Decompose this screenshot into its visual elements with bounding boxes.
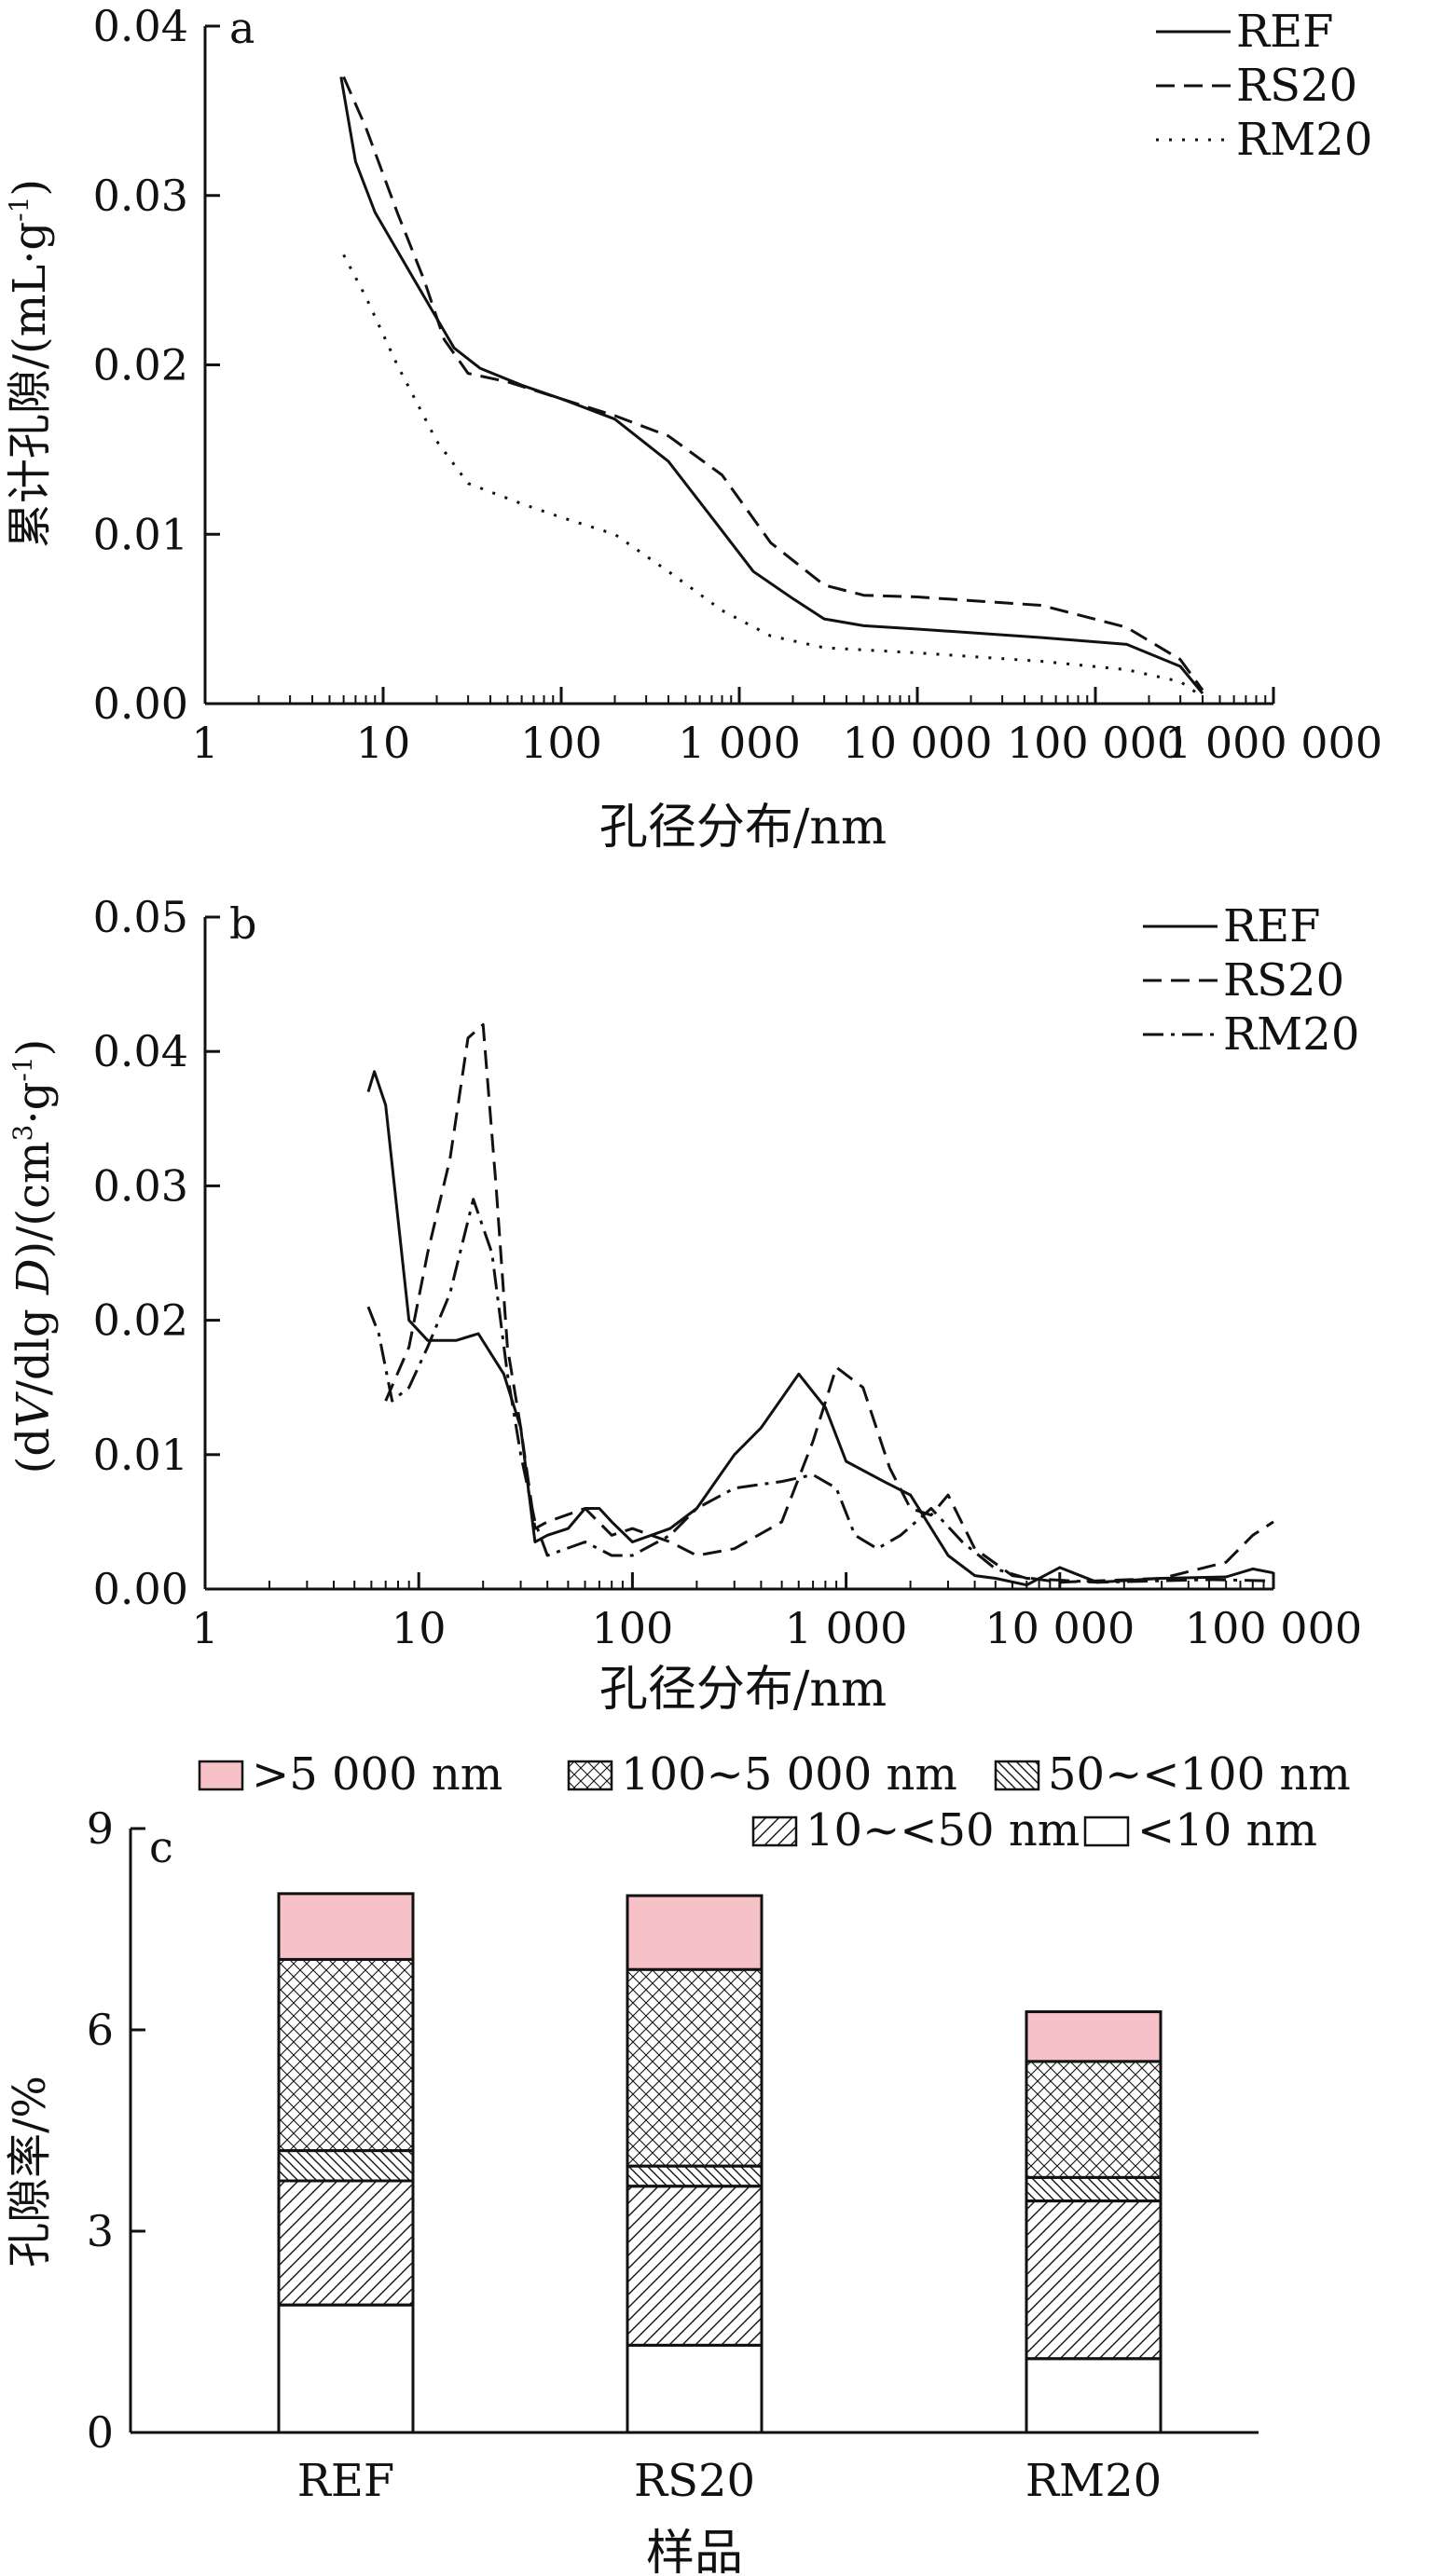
bar-segment-ref — [277, 1892, 415, 1961]
b-y-tick-label: 0.02 — [93, 1295, 188, 1346]
b-x-tick-label: 1 — [191, 1603, 218, 1653]
bar-segment-rs20 — [626, 2185, 764, 2347]
b-series-line-ref — [366, 1070, 1274, 1587]
bar-segment-rs20 — [626, 2343, 764, 2434]
b-y-tick-label: 0.01 — [93, 1430, 188, 1480]
panel-c-y-axis-label: 孔隙率/% — [4, 2076, 56, 2268]
bar-segment-rs20 — [626, 1894, 764, 1971]
a-x-tick-label: 10 000 — [843, 718, 993, 768]
c-legend-50-100nm-swatch — [994, 1760, 1040, 1791]
c-legend-10-50nm-swatch — [751, 1816, 798, 1847]
b-series-line-rm20 — [366, 1198, 1274, 1584]
c-y-tick-label: 0 — [87, 2407, 114, 2458]
b-y-tick-label: 0.05 — [93, 892, 188, 942]
panel-a-cumulative-pore-volume: 0.00 0.01 0.02 0.03 0.04 1 10 100 1 000 10 000 100… — [4, 1, 1383, 856]
panel-b-axes: 0.00 0.01 0.02 0.03 0.04 0.05 1 10 100 1 000 10 00… — [93, 892, 1363, 1653]
c-legend-below-10nm-label: <10 nm — [1137, 1804, 1317, 1857]
c-legend-10-50nm-label: 10~<50 nm — [805, 1804, 1080, 1857]
panel-b-series — [366, 1022, 1274, 1587]
bar-segment-ref — [277, 2149, 415, 2183]
bar-segment-rm20 — [1025, 2357, 1163, 2434]
bar-segment-rm20 — [1025, 2199, 1163, 2361]
a-series-line-ref — [339, 76, 1204, 695]
a-legend-label-rs20: RS20 — [1236, 60, 1357, 112]
panel-a-axes: 0.00 0.01 0.02 0.03 0.04 1 10 100 1 000 10 000 100… — [93, 1, 1383, 768]
panel-c-x-axis-label: 样品 — [646, 2526, 743, 2576]
a-legend-label-rm20: RM20 — [1236, 114, 1372, 166]
panel-b-y-axis-label: (dV/dlg D)/(cm3·g-1) — [7, 1039, 60, 1474]
a-y-tick-label: 0.00 — [93, 678, 188, 729]
b-x-tick-label: 10 000 — [984, 1603, 1135, 1653]
c-y-tick-label: 3 — [87, 2206, 114, 2256]
panel-b-x-axis-label: 孔径分布/nm — [599, 1662, 887, 1718]
c-x-tick-label: RS20 — [634, 2455, 755, 2507]
b-x-tick-label: 100 000 — [1185, 1603, 1362, 1653]
a-y-tick-label: 0.04 — [93, 1, 188, 51]
bar-segment-rs20 — [626, 2164, 764, 2188]
c-legend-above-5000nm-swatch — [198, 1760, 244, 1791]
panel-a-x-axis-label: 孔径分布/nm — [599, 800, 887, 856]
a-x-tick-label: 1 000 000 — [1164, 718, 1383, 768]
c-x-tick-label: RM20 — [1025, 2455, 1162, 2507]
a-x-tick-label: 10 — [356, 718, 411, 768]
b-legend-label-rm20: RM20 — [1223, 1008, 1359, 1061]
bar-segment-rm20 — [1025, 2060, 1163, 2179]
bar-segment-ref — [277, 2179, 415, 2307]
a-legend-label-ref: REF — [1236, 6, 1333, 58]
panel-a-label: a — [229, 3, 255, 53]
c-x-tick-label: REF — [297, 2455, 394, 2507]
bar-segment-rm20 — [1025, 2175, 1163, 2203]
c-legend-above-5000nm-label: >5 000 nm — [252, 1748, 502, 1801]
panel-c-porosity-stacked-bars: 0 3 6 9 REF RS20 RM20 >5 000 nm 100~5 000 nm 50~… — [4, 1748, 1351, 2576]
panel-c-axes: 0 3 6 9 REF RS20 RM20 — [87, 1803, 1259, 2507]
b-legend-label-rs20: RS20 — [1223, 954, 1344, 1007]
panel-b-pore-size-distribution: 0.00 0.01 0.02 0.03 0.04 0.05 1 10 100 1 000 10 00… — [7, 892, 1362, 1718]
bar-segment-ref — [277, 2303, 415, 2434]
c-legend-100-5000nm-swatch — [567, 1760, 613, 1791]
a-y-tick-label: 0.03 — [93, 171, 188, 221]
b-legend-label-ref: REF — [1223, 900, 1320, 952]
c-legend-100-5000nm-label: 100~5 000 nm — [621, 1748, 957, 1801]
panel-c-bars — [277, 1892, 1163, 2434]
a-x-tick-label: 100 — [520, 718, 602, 768]
b-x-tick-label: 10 — [392, 1603, 447, 1653]
a-series-line-rs20 — [342, 75, 1204, 692]
c-y-tick-label: 9 — [87, 1803, 114, 1854]
b-x-tick-label: 1 000 — [785, 1603, 908, 1653]
panel-a-y-axis-label: 累计孔隙/(mL·g-1) — [4, 179, 56, 548]
panel-a-series — [339, 75, 1204, 698]
b-series-line-rs20 — [384, 1022, 1274, 1584]
a-y-tick-label: 0.01 — [93, 509, 188, 559]
bar-segment-ref — [277, 1957, 415, 2153]
b-x-tick-label: 100 — [591, 1603, 673, 1653]
b-y-tick-label: 0.00 — [93, 1564, 188, 1614]
b-y-tick-label: 0.03 — [93, 1160, 188, 1211]
a-series-line-rm20 — [342, 253, 1204, 698]
a-x-tick-label: 1 000 — [678, 718, 801, 768]
c-y-tick-label: 6 — [87, 2005, 114, 2055]
bar-segment-rm20 — [1025, 2010, 1163, 2063]
a-x-tick-label: 100 000 — [1007, 718, 1184, 768]
a-x-tick-label: 1 — [191, 718, 218, 768]
c-legend-below-10nm-swatch — [1083, 1816, 1130, 1847]
b-y-tick-label: 0.04 — [93, 1026, 188, 1076]
panel-c-label: c — [149, 1822, 173, 1872]
c-legend-50-100nm-label: 50~<100 nm — [1048, 1748, 1351, 1801]
bar-segment-rs20 — [626, 1967, 764, 2168]
panel-b-label: b — [229, 898, 256, 949]
a-y-tick-label: 0.02 — [93, 340, 188, 391]
